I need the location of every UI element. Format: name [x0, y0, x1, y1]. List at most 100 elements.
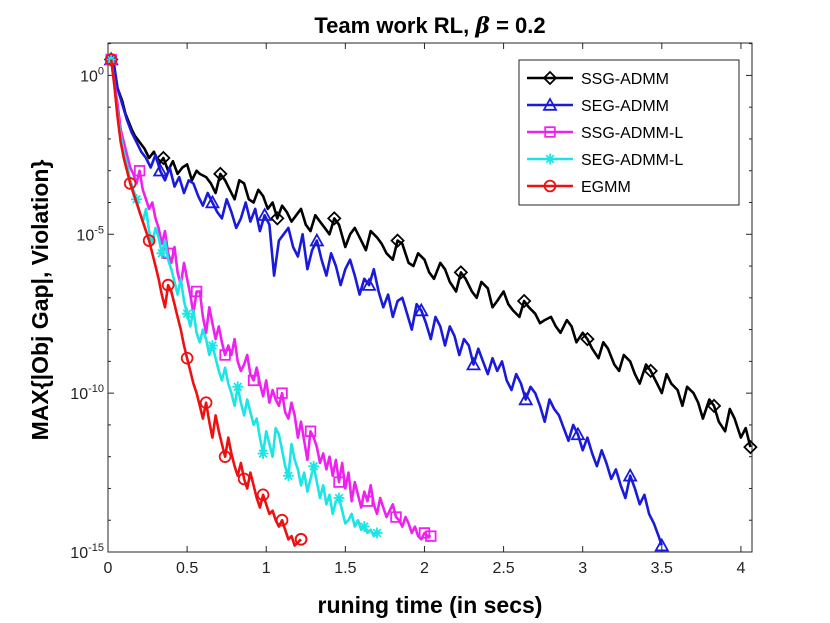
- legend: SSG-ADMM SEG-ADMM SSG-ADMM-L SEG-ADMM-L EGMM: [518, 59, 740, 206]
- marker-square: [333, 476, 345, 488]
- legend-label-seg-admm: SEG-ADMM: [581, 98, 669, 115]
- marker-square: [544, 126, 556, 138]
- data-point-ssg-admm: [326, 211, 342, 226]
- legend-marker-seg-admm: [542, 97, 558, 111]
- x-tick-label: 0: [104, 560, 113, 577]
- data-point-seg-admm: [257, 207, 273, 221]
- data-point-ssg-admm: [390, 233, 405, 248]
- marker-asterisk: [544, 153, 556, 165]
- legend-label-ssg-admm-l: SSG-ADMM-L: [581, 125, 683, 142]
- marker-triangle: [257, 207, 273, 221]
- data-point-ssg-admm-l: [133, 165, 146, 177]
- marker-diamond: [516, 293, 532, 309]
- x-tick-label: 1: [262, 560, 271, 577]
- marker-square: [418, 527, 431, 539]
- data-point-ssg-admm-l: [276, 387, 288, 399]
- data-point-seg-admm: [518, 391, 534, 406]
- marker-diamond: [326, 211, 342, 226]
- data-point-seg-admm: [361, 277, 377, 291]
- marker-asterisk: [333, 492, 345, 504]
- marker-square: [304, 425, 317, 437]
- marker-triangle: [361, 277, 377, 291]
- marker-triangle: [309, 232, 325, 247]
- data-point-seg-admm: [654, 537, 670, 552]
- marker-square: [276, 387, 288, 399]
- x-tick-label: 2.5: [492, 560, 514, 577]
- marker-asterisk: [257, 448, 269, 459]
- data-point-seg-admm-l: [181, 308, 193, 320]
- data-point-seg-admm-l: [257, 448, 269, 459]
- marker-triangle: [654, 537, 670, 552]
- data-point-seg-admm: [152, 162, 168, 177]
- data-point-ssg-admm: [453, 265, 469, 280]
- marker-circle: [199, 396, 213, 409]
- data-point-egmm: [180, 351, 194, 365]
- x-tick-label: 3: [578, 560, 587, 577]
- marker-diamond: [156, 150, 171, 166]
- marker-diamond: [213, 166, 228, 182]
- marker-square: [219, 349, 231, 361]
- marker-circle: [294, 532, 308, 546]
- data-point-ssg-admm: [643, 363, 659, 379]
- legend-label-egmm: EGMM: [581, 179, 631, 196]
- series-line-ssg-admm: [109, 59, 752, 448]
- x-tick-label: 3.5: [651, 560, 673, 577]
- marker-circle: [218, 450, 232, 463]
- data-point-seg-admm: [465, 356, 482, 371]
- data-point-seg-admm: [570, 426, 586, 441]
- y-tick-label: 10-5: [76, 224, 104, 244]
- chart-title-prefix: Team work RL,: [314, 13, 475, 38]
- data-point-ssg-admm-l: [425, 530, 437, 542]
- marker-triangle: [518, 391, 534, 406]
- data-point-egmm: [237, 472, 251, 486]
- chart-title: Team work RL, β = 0.2: [314, 13, 545, 39]
- data-point-egmm: [104, 53, 118, 66]
- marker-diamond: [542, 70, 558, 86]
- marker-asterisk: [371, 527, 383, 539]
- data-point-egmm: [275, 513, 289, 527]
- marker-circle: [180, 351, 194, 365]
- marker-triangle: [542, 97, 558, 111]
- marker-diamond: [270, 211, 285, 226]
- marker-triangle: [622, 467, 638, 482]
- data-point-egmm: [142, 234, 156, 247]
- data-point-ssg-admm: [270, 211, 285, 226]
- legend-marker-seg-admm-l: [544, 153, 556, 165]
- marker-triangle: [152, 162, 168, 177]
- legend-marker-ssg-admm-l: [544, 126, 556, 138]
- x-tick-label: 4: [736, 560, 745, 577]
- marker-square: [425, 530, 437, 542]
- marker-circle: [275, 513, 289, 527]
- y-tick-label: 100: [80, 65, 104, 85]
- marker-circle: [256, 488, 270, 502]
- marker-diamond: [390, 233, 405, 248]
- chart-title-suffix: = 0.2: [490, 13, 546, 38]
- data-point-ssg-admm: [516, 293, 532, 309]
- data-point-seg-admm-l: [308, 460, 320, 472]
- y-tick-label: 10-10: [70, 383, 104, 403]
- series-line-egmm: [109, 59, 302, 547]
- legend-label-ssg-admm: SSG-ADMM: [581, 71, 669, 88]
- series-line-seg-admm-l: [109, 59, 378, 538]
- data-point-egmm: [294, 532, 308, 546]
- data-point-seg-admm-l: [156, 247, 168, 259]
- marker-square: [361, 495, 374, 507]
- data-point-egmm: [123, 177, 137, 190]
- data-point-ssg-admm: [743, 439, 758, 455]
- data-point-seg-admm-l: [282, 470, 294, 482]
- chart-title-beta: β: [474, 13, 490, 39]
- marker-circle: [161, 278, 175, 292]
- marker-circle: [142, 234, 156, 247]
- legend-label-seg-admm-l: SEG-ADMM-L: [581, 152, 683, 169]
- data-point-ssg-admm-l: [390, 511, 402, 523]
- data-point-ssg-admm-l: [361, 495, 374, 507]
- data-point-seg-admm: [413, 302, 429, 317]
- marker-square: [390, 511, 402, 523]
- series-line-seg-admm: [110, 58, 664, 547]
- x-tick-label: 1.5: [334, 560, 356, 577]
- marker-circle: [543, 179, 557, 193]
- data-point-seg-admm-l: [358, 521, 370, 532]
- marker-asterisk: [308, 460, 320, 472]
- y-tick-label: 10-15: [70, 542, 104, 562]
